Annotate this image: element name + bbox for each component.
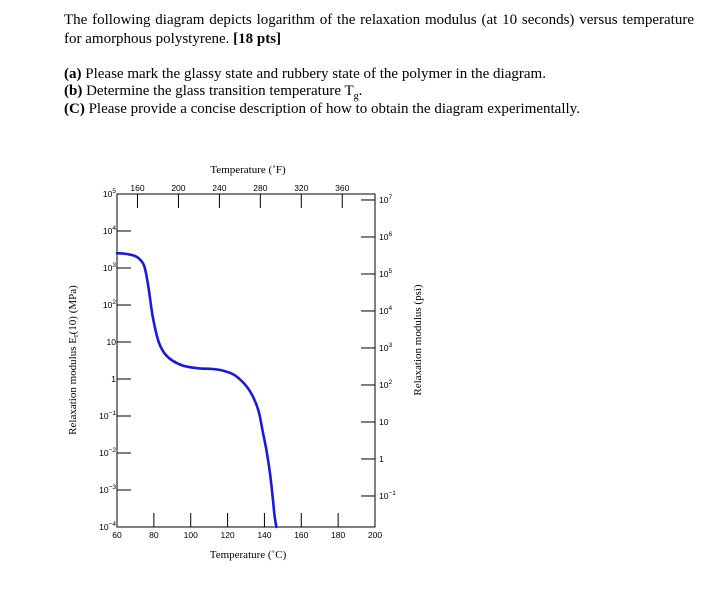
part-c-label: (C) bbox=[64, 101, 85, 117]
question-points: [18 pts] bbox=[233, 31, 282, 47]
left-axis-title: Relaxation modulus Er(10) (MPa) bbox=[67, 285, 80, 435]
y-right-tick-label: 102 bbox=[379, 379, 392, 390]
x-top-tick-label: 200 bbox=[171, 183, 185, 193]
y-right-tick-label: 1 bbox=[379, 454, 384, 464]
part-c-text: Please provide a concise description of … bbox=[88, 101, 580, 117]
y-left-tick-label: 10−3 bbox=[99, 484, 116, 495]
y-right-tick-label: 104 bbox=[379, 305, 392, 316]
y-left-tick-label: 105 bbox=[103, 188, 116, 199]
question-part-b: (b) Determine the glass transition tempe… bbox=[64, 83, 362, 105]
x-bottom-tick-label: 180 bbox=[331, 530, 345, 540]
y-right-tick-label: 103 bbox=[379, 342, 392, 353]
bottom-axis-title: Temperature (˚C) bbox=[210, 549, 287, 561]
y-right-tick-label: 105 bbox=[379, 268, 392, 279]
part-b-suffix: . bbox=[358, 83, 363, 99]
question-part-c: (C) Please provide a concise description… bbox=[64, 101, 580, 118]
modulus-curve-line bbox=[115, 251, 278, 529]
x-top-tick-label: 360 bbox=[335, 183, 349, 193]
question-intro-text: The following diagram depicts logarithm … bbox=[64, 12, 694, 47]
part-a-text: Please mark the glassy state and rubbery… bbox=[85, 66, 546, 82]
y-left-tick-label: 10−2 bbox=[99, 447, 116, 458]
y-left-tick-label: 10 bbox=[107, 337, 117, 347]
top-axis-title: Temperature (˚F) bbox=[210, 164, 286, 176]
left-axis-title-main: Relaxation modulus E bbox=[67, 337, 79, 435]
y-left-tick-label: 104 bbox=[103, 225, 116, 236]
y-right-tick-label: 106 bbox=[379, 231, 392, 242]
right-axis-title: Relaxation modulus (psi) bbox=[412, 284, 424, 396]
x-bottom-tick-label: 200 bbox=[368, 530, 382, 540]
part-a-label: (a) bbox=[64, 66, 82, 82]
x-top-tick-label: 160 bbox=[130, 183, 144, 193]
axis-ticks bbox=[117, 193, 375, 528]
question-part-a: (a) Please mark the glassy state and rub… bbox=[64, 66, 546, 83]
left-axis-title-sub: r bbox=[71, 334, 80, 337]
x-bottom-tick-label: 100 bbox=[184, 530, 198, 540]
part-b-label: (b) bbox=[64, 83, 83, 99]
x-top-tick-label: 280 bbox=[253, 183, 267, 193]
x-bottom-tick-label: 140 bbox=[257, 530, 271, 540]
y-left-tick-label: 1 bbox=[111, 374, 116, 384]
y-right-tick-label: 107 bbox=[379, 194, 392, 205]
y-left-tick-label: 102 bbox=[103, 299, 116, 310]
y-right-tick-label: 10 bbox=[379, 417, 389, 427]
y-left-tick-label: 103 bbox=[103, 262, 116, 273]
x-bottom-tick-label: 120 bbox=[220, 530, 234, 540]
plot-frame bbox=[116, 193, 376, 528]
y-left-tick-label: 10−4 bbox=[99, 521, 116, 532]
x-bottom-tick-label: 160 bbox=[294, 530, 308, 540]
tick-labels: 10510410310210110−110−210−310−4107106105… bbox=[99, 183, 396, 540]
x-bottom-tick-label: 80 bbox=[149, 530, 159, 540]
y-left-tick-label: 10−1 bbox=[99, 410, 116, 421]
x-top-tick-label: 240 bbox=[212, 183, 226, 193]
part-b-text: Determine the glass transition temperatu… bbox=[86, 83, 354, 99]
x-top-tick-label: 320 bbox=[294, 183, 308, 193]
x-bottom-tick-label: 60 bbox=[112, 530, 122, 540]
y-right-tick-label: 10−1 bbox=[379, 490, 396, 501]
part-b-subscript: g bbox=[353, 91, 359, 102]
question-intro: The following diagram depicts logarithm … bbox=[64, 11, 694, 49]
left-axis-title-suffix: (10) (MPa) bbox=[67, 285, 79, 335]
